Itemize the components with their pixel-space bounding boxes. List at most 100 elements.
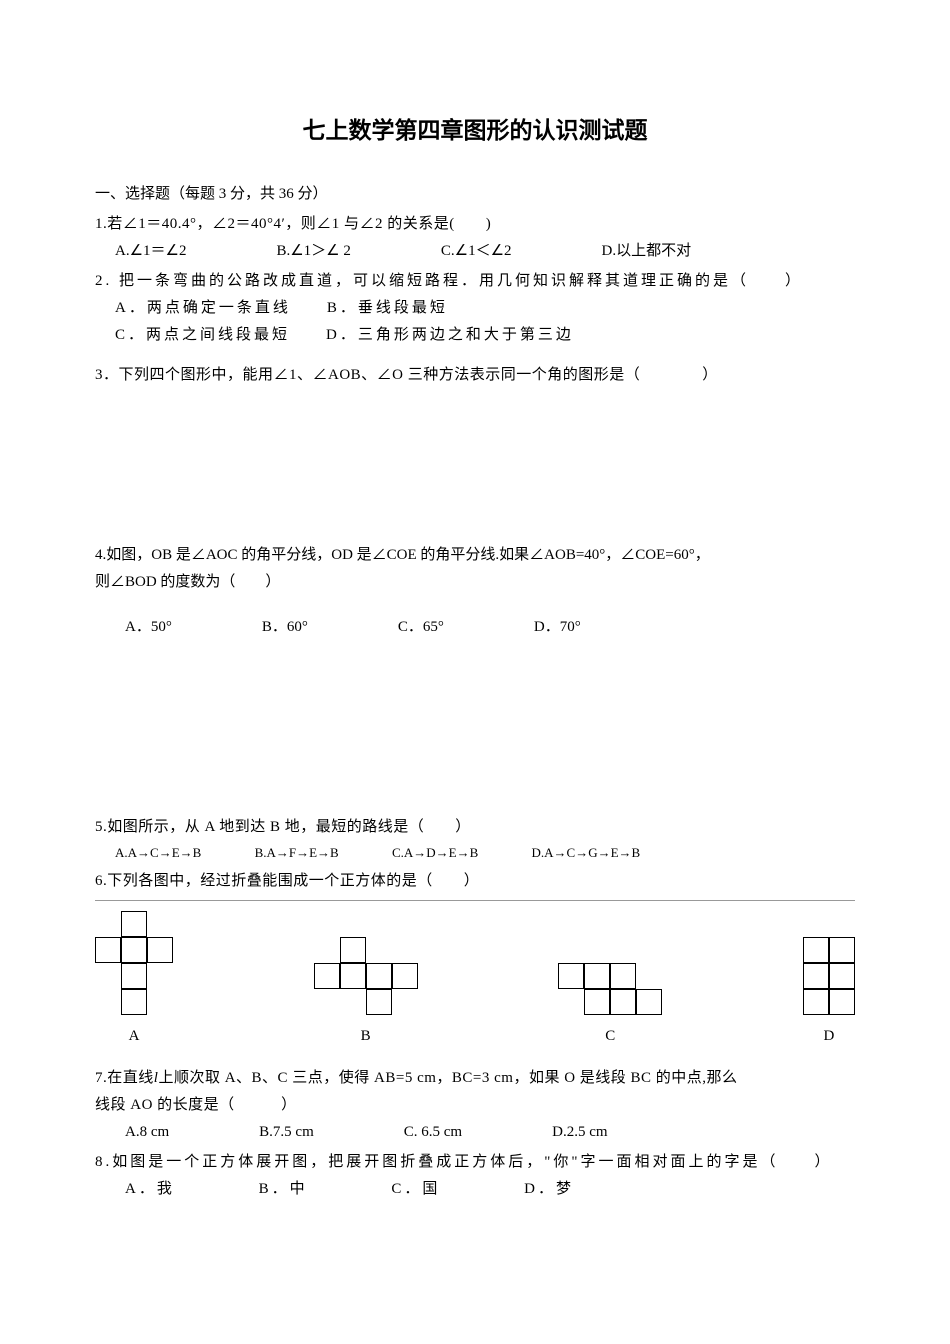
question-8: 8.如图是一个正方体展开图，把展开图折叠成正方体后，"你"字一面相对面上的字是（… xyxy=(95,1149,855,1203)
net-cell xyxy=(314,989,340,1015)
net-d: D xyxy=(803,937,855,1050)
net-cell xyxy=(392,963,418,989)
question-5: 5.如图所示，从 A 地到达 B 地，最短的路线是（ ） A.A→C→E→B B… xyxy=(95,814,855,864)
q7-option-c: C. 6.5 cm xyxy=(404,1119,462,1146)
q1-option-a: A.∠1＝∠2 xyxy=(115,238,186,265)
net-cell xyxy=(366,963,392,989)
page-title: 七上数学第四章图形的认识测试题 xyxy=(95,110,855,151)
net-cell xyxy=(95,937,121,963)
q7-text: 7.在直线l上顺次取 A、B、C 三点，使得 AB=5 cm，BC=3 cm，如… xyxy=(95,1065,855,1092)
q8-options: A．我 B．中 C．国 D．梦 xyxy=(95,1176,855,1203)
net-d-label: D xyxy=(824,1023,835,1050)
net-cell xyxy=(121,963,147,989)
net-cell xyxy=(829,963,855,989)
q7-option-b: B.7.5 cm xyxy=(259,1119,314,1146)
question-3: 3．下列四个图形中，能用∠1、∠AOB、∠O 三种方法表示同一个角的图形是（ ） xyxy=(95,362,855,539)
net-cell xyxy=(121,937,147,963)
q1-option-d: D.以上都不对 xyxy=(602,238,692,265)
q3-text: 3．下列四个图形中，能用∠1、∠AOB、∠O 三种方法表示同一个角的图形是（ ） xyxy=(95,362,855,389)
q5-option-a: A.A→C→E→B xyxy=(115,841,201,864)
q8-option-c: C．国 xyxy=(391,1176,440,1203)
net-cell xyxy=(366,989,392,1015)
net-cell xyxy=(340,963,366,989)
q1-option-b: B.∠1＞∠ 2 xyxy=(276,238,350,265)
q5-text: 5.如图所示，从 A 地到达 B 地，最短的路线是（ ） xyxy=(95,814,855,841)
net-cell xyxy=(392,989,418,1015)
net-cell xyxy=(340,989,366,1015)
q2-options: A．两点确定一条直线 B．垂线段最短 C．两点之间线段最短 D．三角形两边之和大… xyxy=(95,295,855,349)
net-cell xyxy=(829,989,855,1015)
q6-text: 6.下列各图中，经过折叠能围成一个正方体的是（ ） xyxy=(95,868,855,895)
q5-option-b: B.A→F→E→B xyxy=(255,841,339,864)
net-cell xyxy=(636,989,662,1015)
q2-text: 2. 把一条弯曲的公路改成直道，可以缩短路程．用几何知识解释其道理正确的是（ ） xyxy=(95,268,855,295)
net-cell xyxy=(314,963,340,989)
net-cell xyxy=(121,911,147,937)
q1-text: 1.若∠1＝40.4°，∠2＝40°4′，则∠1 与∠2 的关系是( ) xyxy=(95,211,855,238)
net-a-grid xyxy=(95,911,173,1015)
q2-line-a: A．两点确定一条直线 B．垂线段最短 xyxy=(115,295,855,322)
q5-option-d: D.A→C→G→E→B xyxy=(532,841,641,864)
net-cell xyxy=(636,963,662,989)
net-a-label: A xyxy=(129,1023,140,1050)
net-b: B xyxy=(314,937,418,1050)
net-cell xyxy=(95,989,121,1015)
q7-option-d: D.2.5 cm xyxy=(552,1119,607,1146)
section-1-header: 一、选择题（每题 3 分，共 36 分） xyxy=(95,181,855,208)
net-cell xyxy=(147,911,173,937)
q8-option-d: D．梦 xyxy=(524,1176,574,1203)
net-c-label: C xyxy=(605,1023,615,1050)
net-cell xyxy=(803,937,829,963)
q1-option-c: C.∠1＜∠2 xyxy=(441,238,512,265)
net-cell xyxy=(95,963,121,989)
q1-options: A.∠1＝∠2 B.∠1＞∠ 2 C.∠1＜∠2 D.以上都不对 xyxy=(95,238,855,265)
q8-option-a: A．我 xyxy=(125,1176,175,1203)
net-cell xyxy=(584,963,610,989)
q7-line2: 线段 AO 的长度是（ ） xyxy=(95,1092,855,1119)
q5-option-c: C.A→D→E→B xyxy=(392,841,478,864)
q7-options: A.8 cm B.7.5 cm C. 6.5 cm D.2.5 cm xyxy=(95,1119,855,1146)
net-b-label: B xyxy=(361,1023,371,1050)
net-cell xyxy=(147,963,173,989)
q4-line2: 则∠BOD 的度数为（ ） xyxy=(95,569,855,596)
q4-option-c: C．65° xyxy=(398,614,444,641)
q5-options: A.A→C→E→B B.A→F→E→B C.A→D→E→B D.A→C→G→E→… xyxy=(95,841,855,864)
q6-nets-container: A B C D xyxy=(95,900,855,1060)
q7-text-part1: 7.在直线 xyxy=(95,1070,154,1086)
q8-option-b: B．中 xyxy=(259,1176,308,1203)
net-cell xyxy=(95,911,121,937)
q2-line-b: C．两点之间线段最短 D．三角形两边之和大于第三边 xyxy=(115,322,855,349)
net-cell xyxy=(392,937,418,963)
net-a: A xyxy=(95,911,173,1050)
q8-text: 8.如图是一个正方体展开图，把展开图折叠成正方体后，"你"字一面相对面上的字是（… xyxy=(95,1149,855,1176)
net-cell xyxy=(121,989,147,1015)
net-cell xyxy=(314,937,340,963)
q3-figure-placeholder xyxy=(95,389,855,539)
question-1: 1.若∠1＝40.4°，∠2＝40°4′，则∠1 与∠2 的关系是( ) A.∠… xyxy=(95,211,855,265)
net-cell xyxy=(584,989,610,1015)
net-b-grid xyxy=(314,937,418,1015)
net-cell xyxy=(340,937,366,963)
q4-figure-placeholder xyxy=(95,641,855,811)
net-cell xyxy=(610,989,636,1015)
question-7: 7.在直线l上顺次取 A、B、C 三点，使得 AB=5 cm，BC=3 cm，如… xyxy=(95,1065,855,1146)
question-4: 4.如图，OB 是∠AOC 的角平分线，OD 是∠COE 的角平分线.如果∠AO… xyxy=(95,542,855,811)
net-cell xyxy=(610,963,636,989)
net-cell xyxy=(803,963,829,989)
q4-option-b: B．60° xyxy=(262,614,308,641)
q7-text-part2: 上顺次取 A、B、C 三点，使得 AB=5 cm，BC=3 cm，如果 O 是线… xyxy=(158,1070,737,1086)
question-6: 6.下列各图中，经过折叠能围成一个正方体的是（ ） A B C D xyxy=(95,868,855,1060)
net-c: C xyxy=(558,963,662,1050)
q7-option-a: A.8 cm xyxy=(125,1119,169,1146)
q4-option-d: D．70° xyxy=(534,614,581,641)
net-cell xyxy=(147,989,173,1015)
net-cell xyxy=(147,937,173,963)
question-2: 2. 把一条弯曲的公路改成直道，可以缩短路程．用几何知识解释其道理正确的是（ ）… xyxy=(95,268,855,349)
net-cell xyxy=(803,989,829,1015)
net-cell xyxy=(829,937,855,963)
q4-option-a: A．50° xyxy=(125,614,172,641)
q4-options: A．50° B．60° C．65° D．70° xyxy=(95,614,855,641)
net-cell xyxy=(366,937,392,963)
net-d-grid xyxy=(803,937,855,1015)
net-c-grid xyxy=(558,963,662,1015)
